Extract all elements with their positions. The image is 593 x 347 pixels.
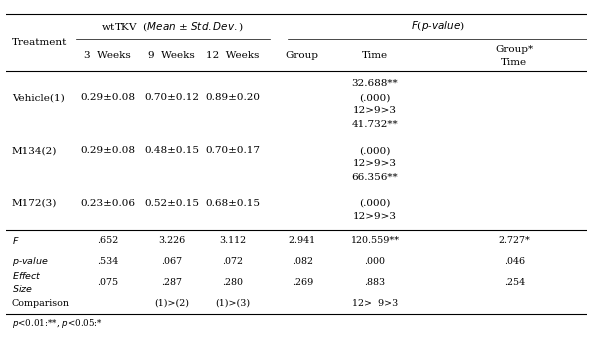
Text: 3.226: 3.226 — [158, 236, 185, 245]
Text: 12>9>3: 12>9>3 — [353, 212, 397, 221]
Text: 2.941: 2.941 — [289, 236, 316, 245]
Text: 0.29±0.08: 0.29±0.08 — [80, 93, 135, 102]
Text: 32.688**: 32.688** — [352, 79, 398, 88]
Text: .072: .072 — [222, 257, 243, 266]
Text: 0.52±0.15: 0.52±0.15 — [144, 199, 199, 208]
Text: .269: .269 — [292, 278, 313, 287]
Text: Group: Group — [286, 51, 319, 60]
Text: (.000): (.000) — [359, 93, 391, 102]
Text: $\mathit{F}$: $\mathit{F}$ — [12, 235, 20, 246]
Text: Vehicle(1): Vehicle(1) — [12, 93, 65, 102]
Text: .082: .082 — [292, 257, 313, 266]
Text: (.000): (.000) — [359, 199, 391, 208]
Text: 0.48±0.15: 0.48±0.15 — [144, 146, 199, 155]
Text: 3.112: 3.112 — [219, 236, 246, 245]
Text: .075: .075 — [97, 278, 118, 287]
Text: .287: .287 — [161, 278, 182, 287]
Text: 12>9>3: 12>9>3 — [353, 106, 397, 115]
Text: Group*: Group* — [495, 45, 534, 54]
Text: .883: .883 — [364, 278, 385, 287]
Text: (.000): (.000) — [359, 146, 391, 155]
Text: 120.559**: 120.559** — [350, 236, 400, 245]
Text: 3  Weeks: 3 Weeks — [84, 51, 131, 60]
Text: 0.89±0.20: 0.89±0.20 — [205, 93, 260, 102]
Text: 0.29±0.08: 0.29±0.08 — [80, 146, 135, 155]
Text: M172(3): M172(3) — [12, 199, 57, 208]
Text: 12  Weeks: 12 Weeks — [206, 51, 259, 60]
Text: .652: .652 — [97, 236, 118, 245]
Text: wtTKV  ($\mathit{Mean}$ ± $\mathit{Std. Dev.}$): wtTKV ($\mathit{Mean}$ ± $\mathit{Std. D… — [101, 20, 244, 33]
Text: 66.356**: 66.356** — [352, 173, 398, 182]
Text: 0.23±0.06: 0.23±0.06 — [80, 199, 135, 208]
Text: .067: .067 — [161, 257, 182, 266]
Text: (1)>(2): (1)>(2) — [154, 299, 189, 308]
Text: 0.68±0.15: 0.68±0.15 — [205, 199, 260, 208]
Text: M134(2): M134(2) — [12, 146, 57, 155]
Text: Comparison: Comparison — [12, 299, 70, 308]
Text: 2.727*: 2.727* — [499, 236, 530, 245]
Text: .254: .254 — [504, 278, 525, 287]
Text: 0.70±0.12: 0.70±0.12 — [144, 93, 199, 102]
Text: 41.732**: 41.732** — [352, 120, 398, 129]
Text: 9  Weeks: 9 Weeks — [148, 51, 195, 60]
Text: 12>9>3: 12>9>3 — [353, 159, 397, 168]
Text: $\mathit{Effect}$
$\mathit{Size}$: $\mathit{Effect}$ $\mathit{Size}$ — [12, 270, 42, 294]
Text: (1)>(3): (1)>(3) — [215, 299, 250, 308]
Text: Time: Time — [501, 58, 528, 67]
Text: $\mathit{p}$<0.01:**, $\mathit{p}$<0.05:*: $\mathit{p}$<0.01:**, $\mathit{p}$<0.05:… — [12, 317, 103, 330]
Text: 0.70±0.17: 0.70±0.17 — [205, 146, 260, 155]
Text: 12>  9>3: 12> 9>3 — [352, 299, 398, 308]
Text: .280: .280 — [222, 278, 243, 287]
Text: .534: .534 — [97, 257, 118, 266]
Text: Time: Time — [362, 51, 388, 60]
Text: .000: .000 — [365, 257, 385, 266]
Text: .046: .046 — [504, 257, 525, 266]
Text: $\mathit{p}$-$\mathit{value}$: $\mathit{p}$-$\mathit{value}$ — [12, 255, 49, 268]
Text: Treatment: Treatment — [12, 38, 67, 47]
Text: $\mathit{F}$($\mathit{p}$-$\mathit{value}$): $\mathit{F}$($\mathit{p}$-$\mathit{value… — [410, 19, 464, 33]
